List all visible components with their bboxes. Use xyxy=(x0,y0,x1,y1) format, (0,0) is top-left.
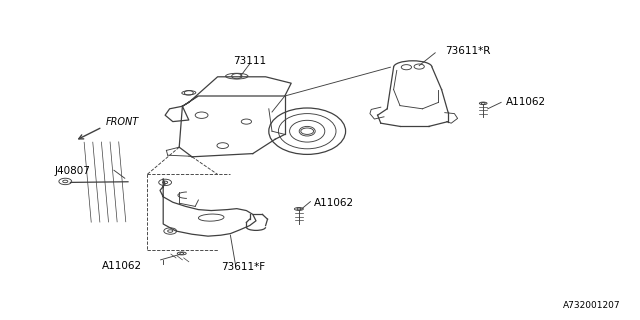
Text: A732001207: A732001207 xyxy=(563,301,621,310)
Text: A11062: A11062 xyxy=(506,97,546,108)
Text: 73611*R: 73611*R xyxy=(445,46,490,56)
Text: J40807: J40807 xyxy=(54,166,90,176)
Text: FRONT: FRONT xyxy=(106,117,139,127)
Text: 73111: 73111 xyxy=(233,56,266,66)
Text: 73611*F: 73611*F xyxy=(221,262,265,272)
Text: A11062: A11062 xyxy=(314,198,354,208)
Text: A11062: A11062 xyxy=(102,260,143,271)
